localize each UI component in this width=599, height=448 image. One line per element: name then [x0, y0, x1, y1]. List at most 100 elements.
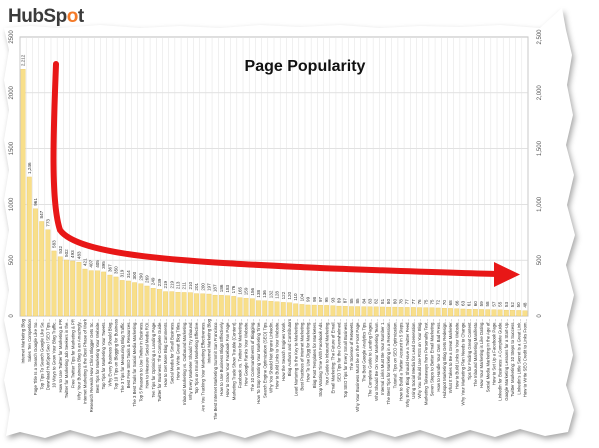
- value-label: 76: [417, 299, 422, 305]
- value-label: 122: [281, 291, 286, 299]
- bar: [175, 292, 181, 317]
- bar: [95, 270, 100, 317]
- right-tick-label: 1,000: [537, 196, 543, 212]
- bar: [472, 309, 478, 317]
- right-axis-ticks: 0 500 1,000 1,500 2,000 2,500: [537, 29, 543, 318]
- category-label: How Your Marketing is Like Dating...: [479, 319, 484, 388]
- value-label: 176: [231, 285, 236, 293]
- bar: [460, 308, 466, 317]
- value-label: 77: [411, 299, 416, 305]
- value-label: 300: [132, 271, 137, 279]
- value-label: 200: [200, 283, 205, 291]
- bar: [243, 298, 249, 317]
- left-axis-ticks: 0 500 1000 1500 2000 2500: [9, 30, 15, 318]
- value-label: 81: [380, 298, 385, 304]
- bar: [132, 282, 137, 317]
- category-label: Top Tips for Marketing Your Tweets...: [101, 319, 106, 389]
- category-label: The Science of Retweets...: [349, 319, 354, 370]
- category-label: LinkedIn for Business: A Complete Guide.…: [498, 319, 503, 401]
- trend-arrow: [50, 61, 520, 287]
- value-label: 502: [64, 249, 69, 257]
- category-label: The Complete Guide to Landing Pages...: [368, 319, 373, 397]
- category-label: Google Marketing Lessons for a Start-Up.…: [504, 319, 509, 401]
- value-label: 532: [58, 246, 63, 254]
- value-label: 249: [151, 277, 156, 285]
- value-label: 407: [89, 259, 94, 267]
- category-label: What It Takes to Be a Great Marketer...: [448, 319, 453, 393]
- bar: [355, 306, 361, 317]
- category-label: Marketing Trade Show Trouble (Content)..…: [231, 319, 236, 400]
- bar: [342, 306, 348, 317]
- bar: [212, 294, 218, 317]
- value-label: 85: [349, 298, 354, 304]
- value-label: 52: [510, 302, 515, 308]
- bar: [373, 306, 379, 317]
- bar: [411, 307, 416, 317]
- category-label: How to Set Up a Facebook Page...: [492, 319, 497, 385]
- torn-paper-background: [4, 8, 575, 438]
- bar: [367, 306, 373, 317]
- value-label: 63: [460, 300, 465, 306]
- bar: [441, 308, 447, 317]
- bar: [45, 229, 51, 317]
- value-label: 70: [442, 300, 447, 306]
- value-label: 395: [101, 261, 106, 269]
- value-label: 53: [504, 302, 509, 308]
- category-label: Ten Tips for Optimizing a Landing Page..…: [151, 319, 156, 398]
- arrow-shaft: [50, 61, 501, 277]
- left-tick-label: 1500: [9, 141, 15, 155]
- bar: [386, 306, 391, 317]
- value-label: 75: [429, 299, 434, 305]
- bar: [324, 305, 330, 317]
- category-label: Social Media Marketing in the Age of...: [485, 319, 490, 392]
- bar: [237, 297, 243, 317]
- value-label: 59: [479, 301, 484, 307]
- bar: [497, 309, 503, 317]
- category-label: Marketing Takeaways from Personality Tes…: [423, 319, 428, 405]
- bar: [435, 307, 441, 317]
- value-label: 95: [324, 297, 329, 303]
- value-label: 187: [213, 284, 218, 292]
- category-label: Top Tips To Search Google Like So...: [39, 319, 44, 390]
- bar: [268, 301, 274, 317]
- bar: [119, 280, 125, 317]
- bar-series: [20, 68, 528, 317]
- category-label: How To Use Digg for Marketing...: [306, 319, 311, 382]
- category-label: How the Search Engines Work...: [281, 319, 286, 381]
- bar: [448, 308, 453, 317]
- value-label: 186: [219, 284, 224, 292]
- bar: [380, 306, 385, 317]
- bar: [33, 208, 38, 317]
- category-label: Why Every Blog Should Have a Twitter Fee…: [405, 319, 410, 407]
- arrow-head: [494, 262, 520, 287]
- bar: [107, 274, 113, 317]
- bar: [138, 283, 144, 317]
- bar: [200, 293, 206, 317]
- category-label: Twitter for Marketing Job Seekers in the…: [64, 319, 69, 398]
- category-label: Why Your Business Blog is an Amazingly..…: [76, 319, 81, 400]
- bar: [225, 295, 230, 317]
- category-label: How to Grow Your Facebook Fan Page...: [225, 319, 230, 397]
- value-label: 104: [299, 293, 304, 301]
- category-label: Your Guide to Inbound Marketing...: [324, 319, 329, 386]
- bar: [522, 310, 528, 317]
- category-label: Internet Marketing & the Best Phase of W…: [83, 318, 88, 404]
- bar: [299, 304, 305, 317]
- value-label: 319: [120, 269, 125, 277]
- bar: [76, 261, 82, 317]
- value-label: 89: [337, 298, 342, 304]
- category-label: Why You Should Not Ignore LinkedIn...: [269, 319, 274, 393]
- value-label: 493: [70, 250, 75, 258]
- category-label: The Inbound Marketing Manifesto...: [473, 319, 478, 387]
- bar: [318, 305, 323, 317]
- value-label: 136: [262, 290, 267, 298]
- category-label: How to Use Twitter for Marketing & PR: [58, 319, 63, 392]
- category-label: Why Every Business Should Blog...: [107, 319, 112, 386]
- category-label: Page Title Is a Search Google Like So...: [33, 319, 38, 395]
- value-label: 61: [467, 301, 472, 307]
- logo-text: HubSpot: [8, 6, 84, 27]
- value-label: 961: [33, 198, 38, 206]
- category-label: The Best Google Analytics Tips...: [361, 319, 366, 382]
- value-label: 156: [250, 287, 255, 295]
- bar: [274, 301, 280, 317]
